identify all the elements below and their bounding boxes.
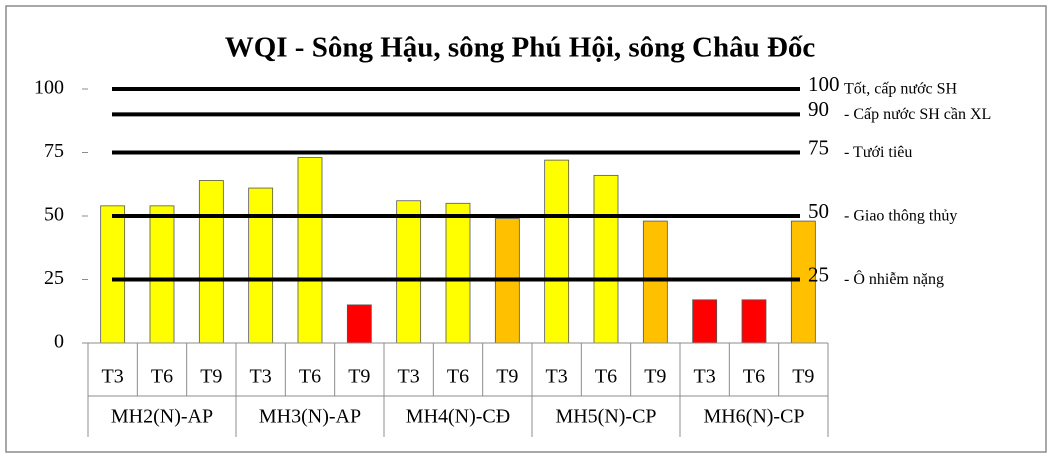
- y-tick-label: 100: [34, 77, 64, 99]
- x-tick-label: T9: [792, 366, 814, 388]
- y-tick-label: 50: [44, 204, 64, 226]
- bar: [642, 220, 668, 344]
- group-label: MH4(N)-CĐ: [406, 406, 510, 428]
- bar: [692, 299, 718, 344]
- x-tick-label: T6: [447, 366, 469, 388]
- reference-label: - Ô nhiễm nặng: [844, 269, 944, 288]
- bar: [790, 220, 816, 344]
- reference-value: 25: [808, 262, 829, 286]
- x-tick-label: T6: [743, 366, 765, 388]
- x-tick-label: T9: [200, 366, 222, 388]
- chart-title: WQI - Sông Hậu, sông Phú Hội, sông Châu …: [225, 32, 816, 64]
- bar: [346, 304, 372, 344]
- reference-label: - Cấp nước SH cần XL: [844, 106, 991, 123]
- bar: [248, 187, 274, 344]
- x-tick-label: T6: [151, 366, 173, 388]
- x-tick-label: T9: [348, 366, 370, 388]
- bar: [297, 157, 323, 344]
- x-tick-label: T3: [398, 366, 420, 388]
- bar: [198, 180, 224, 344]
- x-tick-label: T6: [299, 366, 321, 388]
- bar: [100, 205, 126, 344]
- reference-value: 50: [808, 199, 829, 223]
- y-tick-label: 0: [54, 331, 64, 353]
- reference-value: 90: [808, 97, 829, 121]
- reference-label: - Giao thông thủy: [844, 208, 957, 225]
- group-label: MH5(N)-CP: [555, 406, 656, 428]
- bar: [396, 200, 422, 344]
- group-label: MH3(N)-AP: [259, 406, 361, 428]
- x-tick-label: T9: [644, 366, 666, 388]
- x-tick-label: T6: [595, 366, 617, 388]
- group-label: MH2(N)-AP: [111, 406, 213, 428]
- x-tick-label: T3: [250, 366, 272, 388]
- reference-value: 75: [808, 135, 829, 159]
- group-label: MH6(N)-CP: [703, 406, 804, 428]
- bar: [544, 159, 570, 344]
- x-tick-label: T3: [694, 366, 716, 388]
- x-tick-label: T3: [546, 366, 568, 388]
- x-tick-label: T9: [496, 366, 518, 388]
- y-tick-label: 25: [44, 267, 64, 289]
- bar: [593, 174, 619, 344]
- reference-value: 100: [808, 72, 840, 96]
- y-tick-label: 75: [44, 140, 64, 162]
- x-tick-label: T3: [102, 366, 124, 388]
- bar: [445, 202, 471, 344]
- reference-label: - Tưới tiêu: [844, 144, 912, 161]
- chart-border: [5, 5, 1047, 453]
- bar: [149, 205, 175, 344]
- bar: [741, 299, 767, 344]
- reference-label: Tốt, cấp nước SH: [844, 81, 958, 98]
